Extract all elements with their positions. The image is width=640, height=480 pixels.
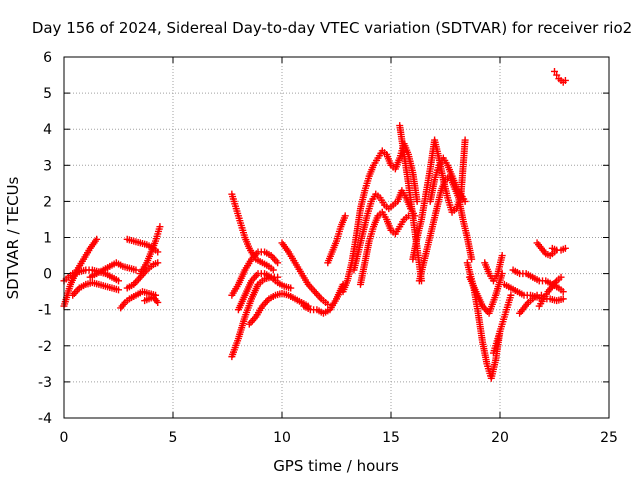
data-point bbox=[468, 255, 476, 263]
series-s20 bbox=[356, 208, 412, 288]
series-s34 bbox=[551, 67, 569, 86]
y-tick-label: -4 bbox=[38, 411, 52, 427]
series-s32 bbox=[535, 273, 565, 310]
series-s12 bbox=[228, 248, 282, 299]
series-s28 bbox=[489, 291, 515, 357]
data-point bbox=[561, 244, 569, 252]
series-s24 bbox=[426, 154, 469, 205]
data-point bbox=[413, 197, 421, 205]
series-s13 bbox=[234, 270, 295, 314]
data-point bbox=[324, 300, 332, 308]
y-tick-label: 0 bbox=[43, 267, 52, 283]
series-s31 bbox=[516, 291, 545, 317]
data-point bbox=[461, 197, 469, 205]
data-point bbox=[93, 235, 101, 243]
data-points bbox=[60, 67, 569, 382]
data-point bbox=[461, 136, 469, 144]
data-point bbox=[115, 286, 122, 294]
y-tick-label: 4 bbox=[43, 122, 52, 138]
series-s33 bbox=[533, 239, 558, 260]
series-s03 bbox=[69, 279, 122, 299]
series-s09 bbox=[141, 293, 162, 306]
series-s02 bbox=[60, 266, 122, 285]
y-tick-label: 1 bbox=[43, 231, 52, 247]
x-tick-label: 25 bbox=[600, 430, 618, 446]
data-point bbox=[561, 76, 569, 84]
data-point bbox=[115, 277, 122, 285]
data-point bbox=[341, 212, 349, 220]
series-s26 bbox=[465, 270, 506, 317]
series-s15 bbox=[278, 239, 332, 308]
y-tick-label: -3 bbox=[38, 375, 52, 391]
series-s04 bbox=[86, 259, 140, 281]
data-point bbox=[507, 291, 515, 299]
x-tick-label: 0 bbox=[60, 430, 69, 446]
data-point bbox=[557, 273, 565, 281]
series-s17 bbox=[324, 212, 349, 267]
data-point bbox=[154, 248, 162, 256]
series-s23 bbox=[415, 172, 476, 285]
plot-frame bbox=[63, 56, 610, 419]
data-point bbox=[269, 266, 277, 274]
series-s35 bbox=[548, 244, 569, 254]
y-tick-label: -1 bbox=[38, 303, 52, 319]
y-tick-label: 5 bbox=[43, 86, 52, 102]
chart-title: Day 156 of 2024, Sidereal Day-to-day VTE… bbox=[32, 19, 632, 37]
data-point bbox=[132, 266, 140, 274]
series-s27 bbox=[481, 252, 506, 285]
series-s06 bbox=[123, 259, 162, 292]
x-tick-label: 5 bbox=[169, 430, 178, 446]
data-point bbox=[559, 295, 567, 303]
data-point bbox=[537, 291, 545, 299]
y-tick-label: 6 bbox=[43, 50, 52, 66]
axis-ticks: 0 5 10 15 20 25 -4 -3 -2 -1 0 1 2 3 4 5 6 bbox=[38, 50, 618, 446]
x-tick-label: 10 bbox=[273, 430, 291, 446]
y-tick-label: 2 bbox=[43, 194, 52, 210]
data-point bbox=[154, 298, 162, 306]
data-point bbox=[154, 259, 162, 267]
grid-lines bbox=[64, 57, 609, 418]
series-s22 bbox=[409, 136, 469, 263]
data-point bbox=[553, 71, 561, 79]
x-tick-label: 15 bbox=[382, 430, 400, 446]
data-point bbox=[156, 223, 164, 231]
data-point bbox=[551, 67, 558, 75]
series-s08 bbox=[136, 223, 164, 278]
series-s18 bbox=[339, 140, 421, 296]
data-point bbox=[559, 288, 567, 296]
x-tick-label: 20 bbox=[491, 430, 509, 446]
data-point bbox=[287, 284, 295, 292]
y-axis-title: SDTVAR / TECUs bbox=[4, 176, 22, 299]
y-tick-label: 3 bbox=[43, 158, 52, 174]
y-tick-label: -2 bbox=[38, 339, 52, 355]
data-point bbox=[274, 259, 282, 267]
data-point bbox=[498, 252, 506, 260]
x-axis-title: GPS time / hours bbox=[273, 457, 399, 475]
